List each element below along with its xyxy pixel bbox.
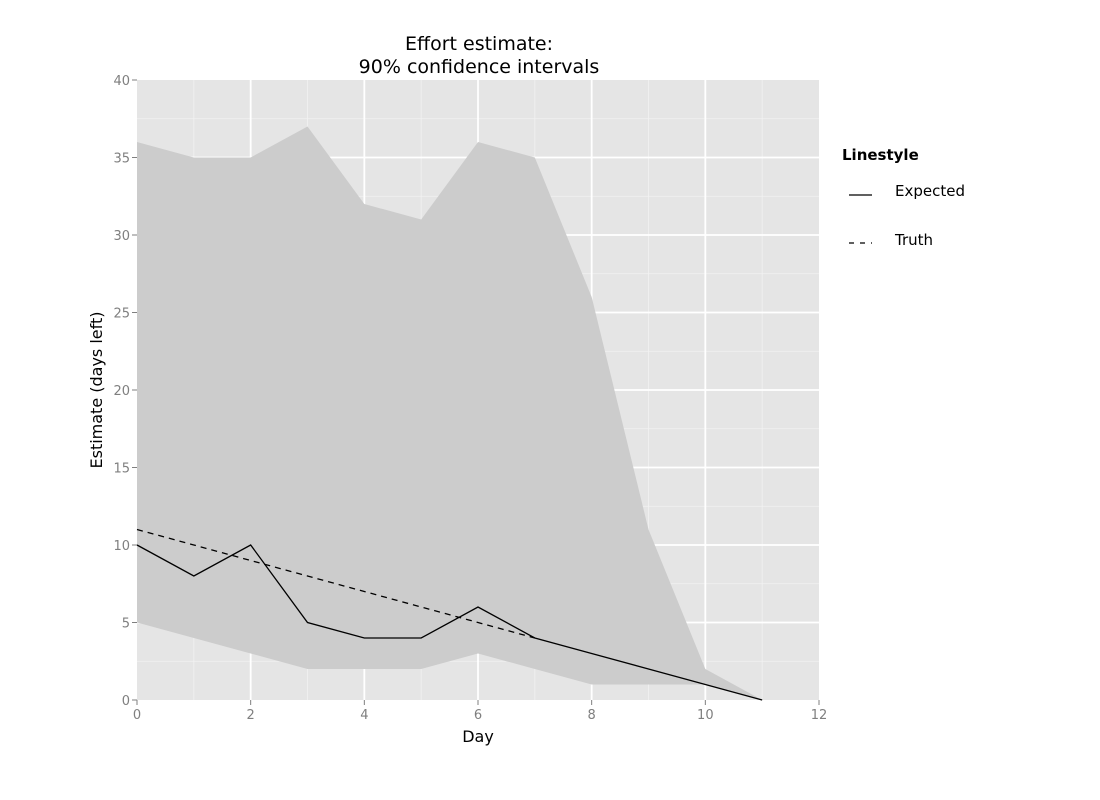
chart-title-line-1: Effort estimate: — [405, 33, 553, 55]
series-line-truth — [136, 528, 536, 639]
legend-label-expected: Expected — [895, 182, 965, 200]
x-tick-label: 0 — [133, 708, 141, 723]
axes: 0 2 4 6 8 10 12 0 5 10 15 20 25 30 35 40 — [113, 74, 827, 723]
legend-title: Linestyle — [842, 146, 919, 164]
y-axis-label: Estimate (days left) — [87, 311, 106, 468]
legend: Linestyle Expected Truth — [842, 146, 965, 249]
series-layer — [136, 528, 763, 701]
x-tick-label: 8 — [588, 708, 596, 723]
y-tick-label: 0 — [122, 694, 130, 709]
x-tick-label: 12 — [811, 708, 828, 723]
y-tick-label: 20 — [113, 384, 130, 399]
series-line-expected — [136, 544, 763, 701]
legend-label-truth: Truth — [894, 231, 933, 249]
x-tick-label: 10 — [697, 708, 714, 723]
y-tick-label: 40 — [113, 74, 130, 89]
chart-title-line-2: 90% confidence intervals — [359, 56, 600, 78]
x-tick-label: 2 — [247, 708, 255, 723]
x-axis-label: Day — [462, 727, 494, 746]
y-tick-label: 15 — [113, 462, 130, 477]
y-tick-label: 5 — [122, 617, 130, 632]
confidence-band-layer — [137, 126, 763, 700]
y-tick-label: 35 — [113, 152, 130, 167]
y-tick-label: 30 — [113, 229, 130, 244]
y-tick-label: 10 — [113, 539, 130, 554]
y-tick-label: 25 — [113, 307, 130, 322]
x-tick-label: 4 — [360, 708, 368, 723]
x-tick-label: 6 — [474, 708, 482, 723]
confidence-band — [137, 126, 763, 700]
